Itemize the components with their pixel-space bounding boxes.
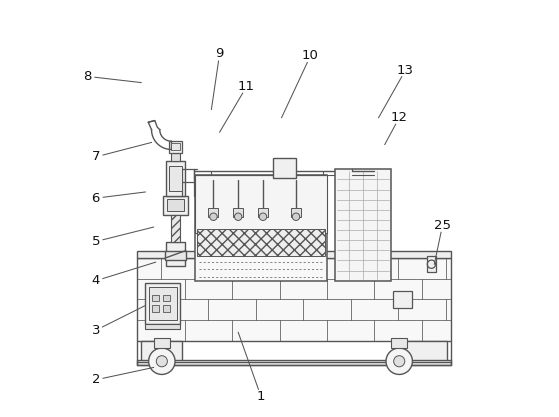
Bar — [137, 251, 451, 258]
Text: 9: 9 — [215, 47, 224, 60]
Bar — [141, 341, 182, 361]
Circle shape — [394, 356, 405, 367]
Circle shape — [157, 356, 167, 367]
Circle shape — [149, 348, 175, 374]
Bar — [137, 360, 451, 365]
Bar — [154, 338, 170, 348]
Text: 13: 13 — [397, 64, 414, 77]
Bar — [167, 241, 184, 266]
Text: 8: 8 — [83, 70, 92, 83]
Text: 11: 11 — [238, 80, 255, 93]
Bar — [427, 256, 436, 272]
Bar — [405, 341, 447, 361]
Bar — [149, 287, 177, 320]
Bar — [137, 258, 451, 341]
Bar — [163, 196, 188, 215]
Text: 25: 25 — [434, 219, 451, 231]
Text: 7: 7 — [92, 151, 100, 163]
Bar — [291, 208, 301, 217]
Text: 2: 2 — [92, 373, 100, 386]
Circle shape — [235, 213, 242, 221]
Text: 1: 1 — [257, 390, 265, 403]
Bar — [209, 208, 219, 217]
Bar — [152, 305, 159, 312]
Circle shape — [210, 213, 217, 221]
Circle shape — [259, 213, 267, 221]
Bar — [273, 158, 296, 178]
Bar — [393, 291, 411, 308]
Text: 6: 6 — [92, 192, 100, 205]
Circle shape — [292, 213, 300, 221]
Bar — [195, 176, 327, 233]
Bar — [335, 169, 391, 281]
Circle shape — [386, 348, 413, 374]
Bar — [195, 176, 327, 281]
Bar — [145, 324, 181, 329]
Bar — [145, 283, 181, 324]
Bar — [163, 295, 170, 301]
Text: 5: 5 — [92, 235, 100, 248]
Bar — [163, 305, 170, 312]
Text: 12: 12 — [391, 111, 408, 124]
Bar — [152, 295, 159, 301]
Bar — [167, 161, 184, 196]
Text: 10: 10 — [302, 49, 319, 62]
Bar — [167, 199, 184, 211]
Bar — [197, 229, 325, 256]
Bar — [170, 215, 181, 241]
Text: 4: 4 — [92, 274, 100, 287]
Bar — [391, 338, 408, 348]
Bar — [169, 166, 182, 191]
Bar — [170, 153, 181, 161]
Bar — [169, 141, 182, 153]
Text: 3: 3 — [92, 324, 100, 337]
Bar — [233, 208, 243, 217]
Bar — [172, 143, 179, 150]
Bar — [258, 208, 268, 217]
Bar — [165, 251, 186, 260]
